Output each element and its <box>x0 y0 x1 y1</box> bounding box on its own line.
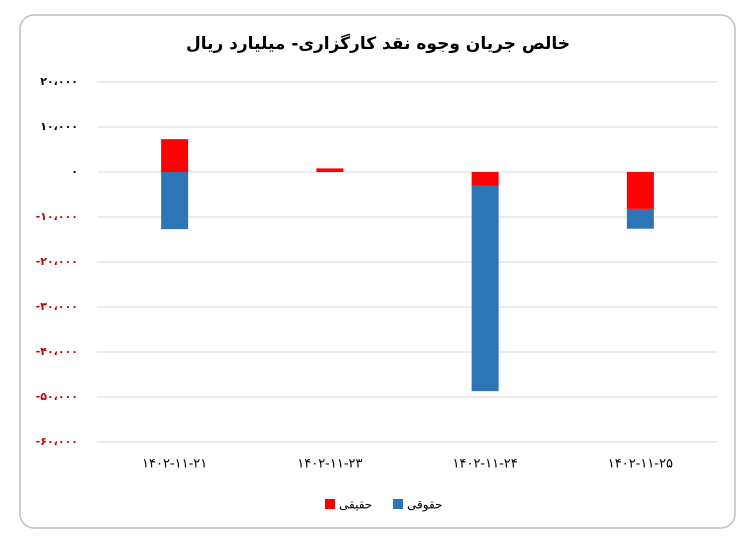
chart-title: خالص جریان وجوه نقد کارگزاری- میلیارد ری… <box>186 33 570 54</box>
bar-segment <box>316 168 344 172</box>
x-tick-label: ۱۴۰۲-۱۱-۲۴ <box>453 457 518 472</box>
y-tick-label: ۱۰،۰۰۰ <box>40 120 78 133</box>
y-tick-label: -۶۰،۰۰۰ <box>36 435 78 448</box>
y-tick-label: ۲۰،۰۰۰ <box>40 75 78 88</box>
y-tick-label: -۴۰،۰۰۰ <box>36 345 78 358</box>
y-tick-label: -۵۰،۰۰۰ <box>36 390 78 403</box>
bar-segment <box>471 172 499 186</box>
y-tick-label: -۲۰،۰۰۰ <box>36 255 78 268</box>
legend-swatch <box>325 499 335 509</box>
chart-frame <box>19 14 736 529</box>
y-tick-label: ۰ <box>71 165 78 178</box>
legend-label: حقوقی <box>407 498 442 513</box>
y-tick-label: -۳۰،۰۰۰ <box>36 300 78 313</box>
y-tick-label: -۱۰،۰۰۰ <box>36 210 78 223</box>
legend-label: حقیقی <box>339 498 372 512</box>
bar-segment <box>161 139 189 172</box>
bar-segment <box>626 172 654 209</box>
x-tick-label: ۱۴۰۲-۱۱-۲۱ <box>142 457 207 472</box>
bar-segment <box>161 172 189 230</box>
bar-segment <box>626 208 654 229</box>
x-tick-label: ۱۴۰۲-۱۱-۲۳ <box>297 457 362 472</box>
legend-swatch <box>393 499 403 509</box>
x-tick-label: ۱۴۰۲-۱۱-۲۵ <box>608 457 673 472</box>
bar-segment <box>471 185 499 392</box>
